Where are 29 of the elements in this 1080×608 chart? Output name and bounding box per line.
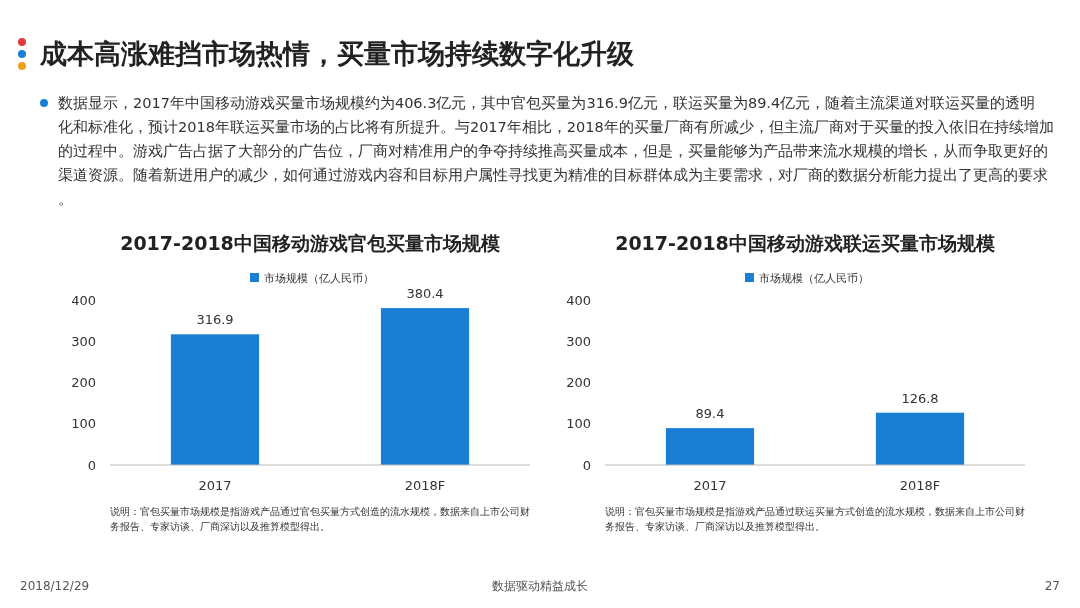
y-tick-label: 0	[582, 457, 591, 473]
text: 2018/12/29	[20, 579, 90, 593]
data-label: 316.9	[196, 312, 234, 328]
text: 成本高涨难挡市场热情，买量市场持续数字化升级	[39, 38, 635, 69]
y-tick-label: 200	[71, 375, 96, 390]
y-tick-label: 400	[71, 292, 96, 308]
y-tick-label: 400	[566, 292, 591, 308]
text: 说明：官包买量市场规模是指游戏产品通过联运买量方式创造的流水规模，数据来自上市公司财务报告、专家访谈、厂商深访以及推算模型得出。	[605, 506, 1025, 532]
data-label: 380.4	[406, 286, 444, 302]
y-tick-label: 100	[71, 416, 96, 432]
x-tick-label: 2017	[198, 478, 232, 493]
y-tick-label: 300	[71, 333, 96, 349]
x-tick-label: 2018F	[404, 478, 446, 493]
y-tick-label: 300	[566, 333, 591, 349]
text: 数据驱动精益成长	[492, 579, 588, 593]
chart-title: 2017-2018中国移动游戏官包买量市场规模	[120, 232, 500, 254]
legend-label: 市场规模（亿人民币）	[264, 272, 374, 285]
x-tick-label: 2018F	[899, 478, 941, 493]
y-tick-label: 200	[566, 375, 591, 390]
legend-label: 市场规模（亿人民币）	[759, 272, 869, 285]
data-label: 89.4	[695, 406, 725, 422]
chart-title: 2017-2018中国移动游戏联运买量市场规模	[615, 232, 995, 254]
text: 数据显示，2017年中国移动游戏买量市场规模约为406.3亿元，其中官包买量为316.9亿元，联运买量为89.4亿元，随着主流渠道对联运买量的透明化和标准化，预计2018年联运买量市场的占比将有所提升。与2017年相比，2018年的买量厂商有所减少，但主流厂商对于买量的投入依旧在持续增加的过程中。游戏广告占据了大部分的广告位，厂商对精准用户的争夺持续推高买量成本，但是，买量能够为产品带来流水规模的增长，从而争取更好的渠道资源。随着新进用户的减少，如何通过游戏内容和目标用户属性寻找更为精准的目标群体成为主要需求，对厂商的数据分析能力提出了更高的要求。	[58, 95, 1054, 207]
text: 27	[1044, 579, 1060, 593]
data-label: 126.8	[901, 390, 939, 406]
y-tick-label: 100	[566, 416, 591, 432]
text: 说明：官包买量市场规模是指游戏产品通过官包买量方式创造的流水规模，数据来自上市公司财务报告、专家访谈、厂商深访以及推算模型得出。	[110, 506, 530, 532]
x-tick-label: 2017	[693, 478, 727, 493]
y-tick-label: 0	[87, 457, 96, 473]
